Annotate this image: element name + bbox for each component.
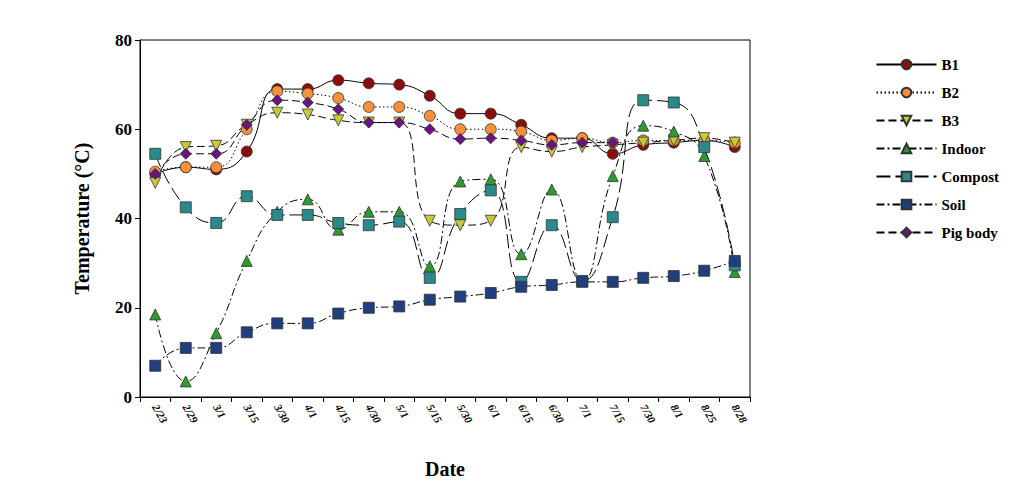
svg-text:Temperature (°C): Temperature (°C) [71,143,94,295]
svg-text:B1: B1 [941,57,959,73]
svg-text:8/25: 8/25 [699,402,719,425]
svg-text:6/1: 6/1 [486,402,503,420]
svg-text:80: 80 [115,31,132,50]
svg-text:8/1: 8/1 [669,402,686,420]
svg-text:7/1: 7/1 [577,402,594,420]
svg-text:4/15: 4/15 [333,401,354,425]
svg-text:4/1: 4/1 [302,401,320,420]
svg-text:40: 40 [115,209,132,228]
svg-text:2/29: 2/29 [180,401,201,425]
svg-text:60: 60 [115,120,132,139]
svg-text:8/28: 8/28 [730,402,750,425]
svg-text:2/23: 2/23 [150,401,171,425]
svg-text:0: 0 [124,388,133,407]
svg-text:5/30: 5/30 [455,402,475,425]
svg-text:B2: B2 [941,85,959,101]
svg-text:6/30: 6/30 [547,402,567,425]
svg-text:3/15: 3/15 [241,401,262,425]
svg-text:Pig body: Pig body [941,225,998,241]
svg-text:7/30: 7/30 [638,402,658,425]
svg-text:3/1: 3/1 [211,401,229,420]
svg-text:Compost: Compost [941,169,999,185]
svg-text:Indoor: Indoor [941,141,986,157]
svg-text:5/1: 5/1 [394,402,411,420]
svg-text:4/30: 4/30 [363,401,384,425]
svg-text:7/15: 7/15 [608,402,628,425]
svg-text:Date: Date [425,458,465,480]
svg-text:Soil: Soil [941,197,965,213]
svg-text:B3: B3 [941,113,959,129]
svg-text:20: 20 [115,298,132,317]
svg-text:6/15: 6/15 [516,402,536,425]
svg-text:3/30: 3/30 [272,401,293,425]
svg-text:5/15: 5/15 [425,402,445,425]
